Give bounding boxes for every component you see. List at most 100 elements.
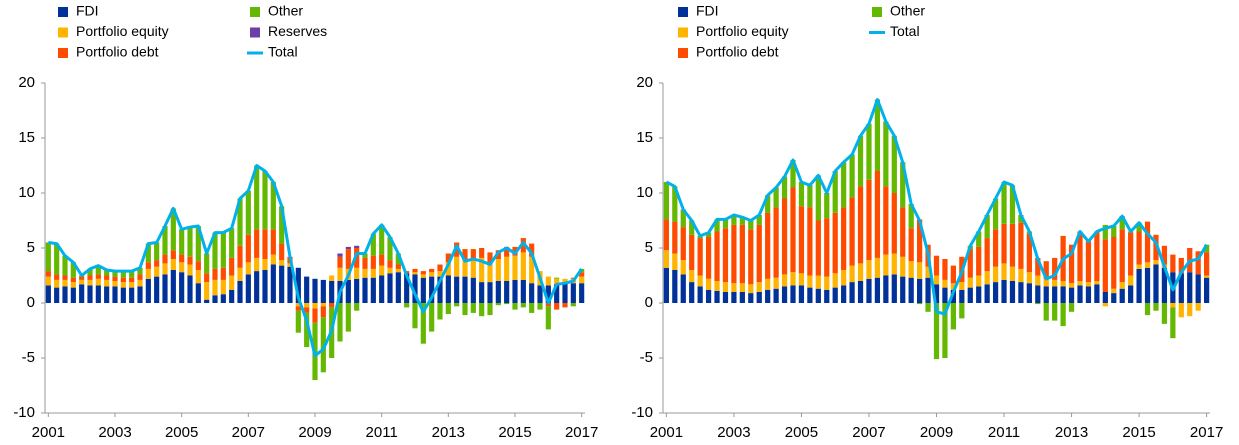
bar-segment [1085, 286, 1092, 303]
bar-segment [437, 271, 443, 277]
bar-segment [412, 303, 418, 329]
bar-segment [562, 283, 568, 303]
bar-segment [62, 286, 68, 303]
bar-segment [512, 303, 518, 310]
bar-segment [798, 285, 805, 303]
y-tick-label: 5 [645, 239, 653, 256]
bar-segment [705, 237, 712, 279]
bar-segment [195, 261, 201, 270]
bar-segment [570, 283, 576, 303]
bar-segment [1144, 262, 1151, 268]
bar-segment [120, 271, 126, 278]
bar-segment [145, 278, 151, 303]
bar-segment [765, 195, 771, 213]
bar-segment [1102, 292, 1108, 303]
y-tick-label: -5 [22, 349, 35, 366]
bar-segment [866, 260, 872, 279]
bar-segment [1204, 252, 1210, 276]
bar-segment [883, 275, 889, 303]
bar-segment [70, 262, 76, 278]
bar-segment [104, 275, 110, 280]
bar-segment [320, 279, 326, 303]
bar-segment [520, 252, 526, 280]
bar-segment [992, 282, 999, 303]
legend-label: FDI [696, 3, 719, 19]
bar-segment [237, 245, 243, 268]
bar-segment [1153, 260, 1159, 265]
bar-segment [1161, 303, 1168, 324]
bar-segment [1001, 279, 1007, 303]
bar-segment [824, 193, 830, 219]
bar-segment [1052, 286, 1058, 303]
bar-segment [420, 274, 426, 278]
bar-segment [179, 229, 185, 255]
bar-segment [874, 171, 881, 258]
bar-segment [370, 233, 376, 256]
bar-segment [1018, 268, 1024, 283]
bar-segment [579, 283, 585, 303]
bar-segment [1094, 281, 1100, 285]
bar-segment [470, 259, 476, 278]
bar-segment [354, 245, 360, 248]
bar-segment [304, 303, 310, 308]
bar-segment [1077, 281, 1083, 286]
bar-segment [680, 227, 686, 261]
bar-segment [908, 228, 914, 262]
bar-segment [54, 287, 60, 303]
bar-segment [663, 250, 669, 268]
bar-segment [120, 277, 126, 283]
bar-segment [748, 229, 754, 285]
bar-segment [714, 290, 720, 303]
bar-segment [1195, 303, 1201, 311]
bar-segment [900, 256, 906, 277]
bar-segment [967, 287, 973, 303]
bar-segment [437, 264, 443, 272]
bar-segment [832, 287, 838, 303]
bar-segment [891, 274, 897, 303]
bar-segment [883, 121, 889, 187]
legend: FDI Portfolio equity Portfolio debt Other Re… [58, 3, 327, 60]
bar-segment [1153, 234, 1159, 261]
bar-segment [212, 268, 218, 280]
bar-segment [387, 237, 393, 261]
bar-segment [1161, 267, 1168, 303]
bar-segment [187, 264, 193, 276]
bar-segment [187, 227, 193, 257]
bar-segment [179, 272, 185, 303]
bar-segment [329, 303, 335, 308]
bar-segment [504, 303, 510, 305]
legend-swatch [58, 48, 68, 58]
bar-segment [1153, 264, 1159, 303]
bar-segment [815, 275, 821, 289]
bar-segment [520, 238, 526, 253]
bar-segment [295, 306, 301, 311]
bar-segment [807, 185, 813, 208]
bar-segment [1068, 287, 1075, 303]
bar-segment [245, 190, 251, 235]
bar-segment [874, 277, 881, 303]
bar-segment [162, 254, 168, 264]
legend-swatch [58, 7, 68, 17]
bar-segment [731, 224, 737, 284]
bar-segment [925, 303, 931, 312]
bar-segment [70, 282, 76, 288]
bar-segment [722, 282, 729, 292]
bar-segment [504, 256, 510, 281]
bar-segment [942, 303, 948, 358]
bar-segment [900, 207, 906, 257]
legend-label: Portfolio debt [696, 44, 779, 60]
bar-segment [714, 281, 720, 291]
bar-segment [354, 278, 360, 303]
legend-label: Portfolio equity [76, 23, 169, 39]
bar-segment [329, 281, 335, 303]
x-tick-label: 2011 [988, 424, 1020, 441]
x-tick-label: 2017 [565, 424, 598, 441]
x-tick-label: 2007 [852, 424, 885, 441]
bar-segment [756, 282, 762, 292]
bar-segment [179, 262, 185, 273]
bar-segment [925, 266, 931, 278]
bar-segment [1119, 216, 1125, 230]
bar-segment [857, 263, 864, 281]
y-tick-label: -10 [631, 404, 653, 421]
bar-segment [933, 255, 940, 276]
